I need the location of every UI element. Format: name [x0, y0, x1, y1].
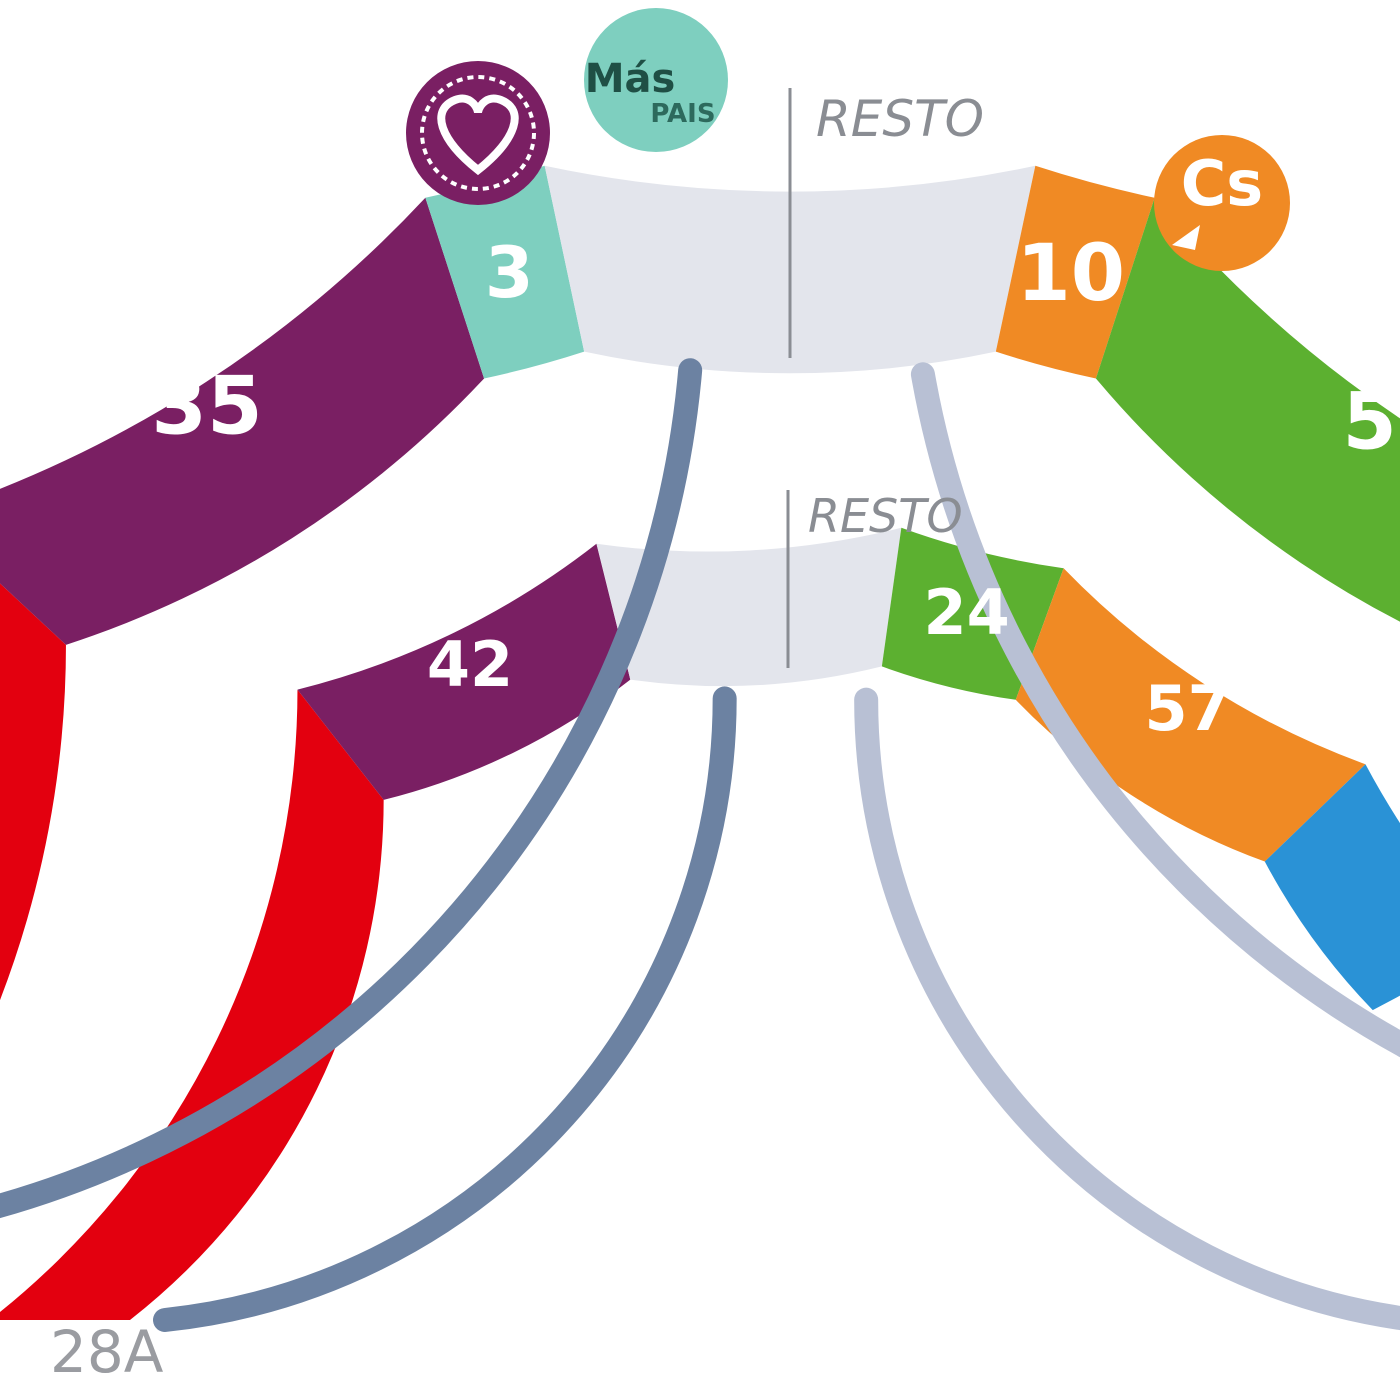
outer-segment-más-país	[425, 165, 585, 379]
inner-segment-pp	[1264, 764, 1400, 1011]
outer-label-cs: 10	[1017, 229, 1126, 319]
outer-right-bloc-bar	[910, 362, 1400, 1058]
election-caption: 28A	[50, 1318, 164, 1386]
seat-labels: 03531052123422457	[69, 229, 1400, 1037]
cs-logo-text: Cs	[1181, 147, 1263, 220]
podemos-logo-icon	[406, 61, 550, 205]
inner-label-cs: 57	[1144, 672, 1230, 745]
inner-segment-psoe	[0, 689, 384, 1320]
inner-label-unidas-podemos: 42	[427, 628, 513, 701]
inner-label-psoe: 123	[69, 964, 198, 1037]
inner-ring-segments	[0, 527, 1400, 1320]
inner-segment-cs	[1015, 568, 1366, 862]
outer-left-bloc-bar	[0, 358, 703, 1218]
outer-resto-label: RESTO	[816, 90, 984, 148]
outer-segment-vox	[1095, 197, 1400, 622]
outer-label-vox: 52	[1342, 378, 1400, 468]
inner-resto-label: RESTO	[808, 489, 963, 543]
outer-label-unidas-podemos: 35	[151, 360, 262, 453]
inner-right-bloc-bar	[854, 687, 1400, 1331]
inner-label-vox: 24	[923, 576, 1009, 649]
outer-segment-cs	[995, 165, 1155, 379]
outer-segment-unidas-podemos	[0, 197, 485, 645]
outer-label-más-país: 3	[485, 232, 534, 314]
mas-pais-logo-icon: Más PAIS	[584, 8, 728, 152]
inner-left-bloc-bar	[153, 686, 737, 1332]
inner-segment-resto	[596, 527, 902, 687]
inner-segment-unidas-podemos	[297, 543, 631, 800]
bloc-bars	[0, 358, 1400, 1332]
cs-logo-icon: Cs	[1154, 135, 1290, 271]
mas-pais-logo-subtext: PAIS	[650, 99, 715, 129]
outer-segment-psoe	[0, 583, 66, 1001]
mas-pais-logo-text: Más	[585, 56, 676, 102]
